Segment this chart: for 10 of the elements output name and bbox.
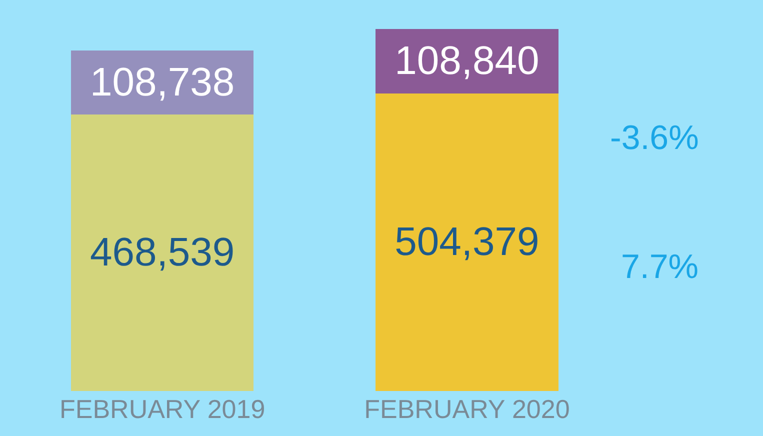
x-tick-label: FEBRUARY 2020 bbox=[364, 394, 570, 424]
data-label: 468,539 bbox=[90, 230, 235, 275]
text: 7.7% bbox=[621, 248, 698, 286]
data-label: 108,840 bbox=[394, 39, 540, 84]
data-label: 504,379 bbox=[394, 220, 540, 264]
annotation: -3.6% bbox=[610, 119, 699, 157]
bar bbox=[70, 114, 254, 391]
data-label: 108,738 bbox=[90, 60, 235, 104]
x-tick-label: FEBRUARY 2019 bbox=[59, 394, 266, 424]
bar bbox=[376, 93, 558, 391]
